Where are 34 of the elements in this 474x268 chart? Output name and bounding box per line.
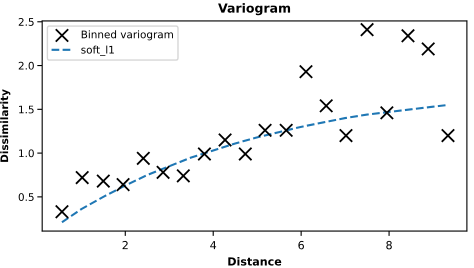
y-tick-label: 2.5 — [18, 18, 34, 26]
point — [380, 106, 394, 120]
point — [218, 132, 232, 148]
point — [176, 168, 190, 183]
x-tick-label: 6 — [298, 240, 304, 250]
point — [197, 146, 212, 162]
point — [96, 174, 110, 188]
point — [156, 165, 170, 180]
point — [75, 170, 90, 185]
point — [319, 98, 334, 113]
point — [360, 22, 374, 37]
point — [116, 178, 130, 192]
point — [338, 128, 354, 143]
point — [400, 28, 416, 43]
x-tick-label: 2 — [122, 240, 128, 250]
x-tick-label: 4 — [210, 241, 216, 250]
point — [440, 128, 456, 143]
legend-label: soft_l1 — [81, 46, 114, 56]
point — [279, 123, 294, 138]
y-tick-label: 2.0 — [18, 62, 34, 70]
point — [238, 146, 252, 162]
x-axis-title: Distance — [228, 257, 282, 266]
point — [136, 151, 150, 166]
point — [298, 64, 314, 79]
y-tick-label: 0.5 — [18, 193, 34, 201]
point — [421, 42, 436, 56]
y-axis-title: Dissimilarity — [0, 89, 10, 162]
x-tick-label: 8 — [386, 240, 392, 250]
y-tick-label: 1.5 — [19, 106, 34, 114]
y-tick-label: 1.0 — [19, 149, 34, 158]
legend-label: Binned variogram — [82, 30, 173, 40]
point — [258, 123, 272, 138]
point — [54, 204, 70, 219]
chart-title: Variogram — [218, 3, 290, 16]
